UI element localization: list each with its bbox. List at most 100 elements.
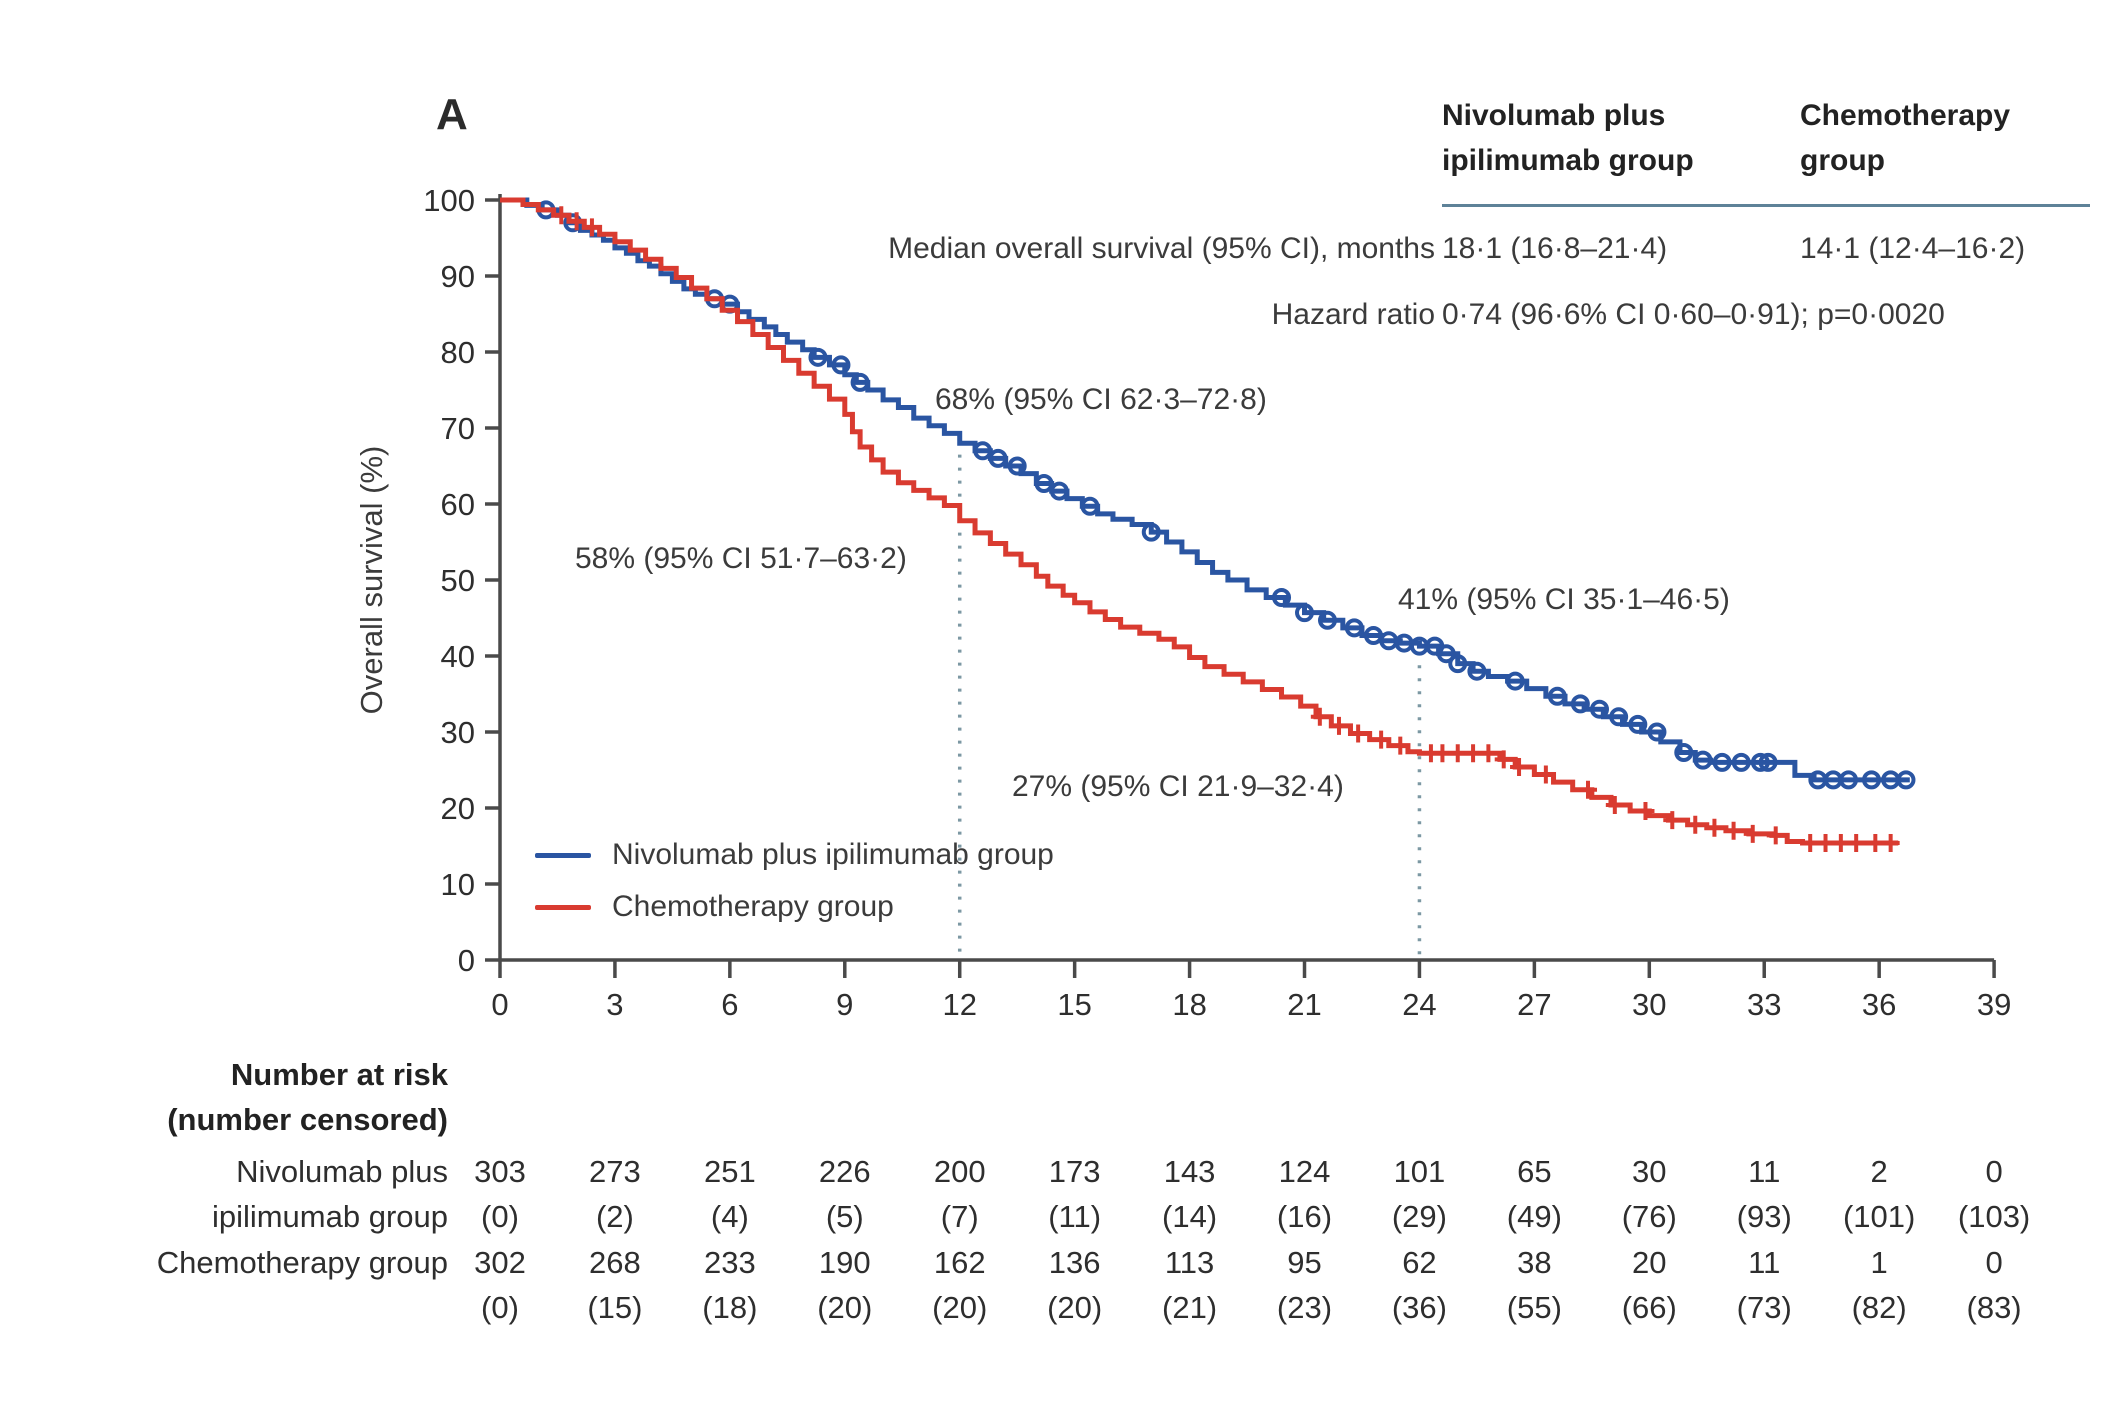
risk-cell: (0): [481, 1199, 519, 1234]
censor-mark-circle: [1034, 473, 1054, 493]
risk-cell: (93): [1736, 1199, 1792, 1234]
censor-mark-circle: [1647, 722, 1667, 742]
censor-mark-circle: [1436, 644, 1456, 664]
risk-cell: (16): [1276, 1199, 1333, 1234]
risk-cell: (49): [1506, 1199, 1562, 1234]
risk-cell: (101): [1842, 1199, 1916, 1234]
x-tick-label: 0: [491, 987, 508, 1022]
censor-mark-circle: [1467, 661, 1487, 681]
censor-mark-plus: [1310, 707, 1329, 726]
risk-cell: (82): [1851, 1290, 1907, 1325]
y-tick-label: 0: [458, 943, 475, 978]
risk-cell: (21): [1162, 1290, 1218, 1325]
censor-mark-plus: [1536, 765, 1555, 784]
censor-mark-circle: [831, 355, 851, 375]
censor-mark-circle: [1896, 770, 1916, 790]
censor-mark-plus: [1464, 744, 1483, 763]
censor-mark-circle: [1505, 671, 1525, 691]
risk-table-header-line1: Number at risk: [230, 1057, 448, 1092]
censor-mark-plus: [1372, 730, 1391, 749]
censor-mark-plus: [1801, 833, 1820, 852]
censor-mark-circle: [1344, 618, 1364, 638]
censor-mark-circle: [1272, 587, 1292, 607]
risk-cell: 173: [1048, 1154, 1101, 1189]
risk-cell: (83): [1966, 1290, 2022, 1325]
censor-mark-plus: [552, 206, 571, 225]
risk-cell: 303: [474, 1154, 526, 1189]
y-tick-label: 10: [441, 867, 475, 902]
risk-cell: 200: [933, 1154, 986, 1189]
risk-row-label-chemotherapy: Chemotherapy group: [156, 1245, 448, 1280]
risk-cell: 233: [703, 1245, 756, 1280]
censor-mark-plus: [1605, 795, 1624, 814]
legend-swatch-nivolumab: [535, 853, 591, 858]
risk-cell: (15): [587, 1290, 643, 1325]
censor-mark-plus: [1866, 833, 1885, 852]
censor-mark-circle: [1674, 743, 1694, 763]
censor-mark-circle: [1628, 714, 1648, 734]
censor-mark-circle: [973, 441, 993, 461]
risk-cell: (5): [825, 1199, 864, 1234]
censor-mark-circle: [1750, 752, 1770, 772]
censor-mark-plus: [1766, 826, 1785, 845]
y-tick-label: 70: [441, 411, 475, 446]
y-tick-label: 90: [441, 259, 475, 294]
y-tick-label: 40: [441, 639, 475, 674]
risk-cell: (23): [1276, 1290, 1333, 1325]
risk-cell: 20: [1632, 1245, 1667, 1280]
x-tick-label: 6: [721, 987, 738, 1022]
censor-mark-circle: [1547, 686, 1567, 706]
landmark-24mo-nivolumab-annotation: 41% (95% CI 35·1–46·5): [1398, 583, 1730, 616]
censor-mark-plus: [1831, 833, 1850, 852]
censor-mark-plus: [1494, 750, 1513, 769]
censor-mark-plus: [1881, 833, 1900, 852]
legend-label-nivolumab: Nivolumab plus ipilimumab group: [612, 838, 1054, 871]
risk-cell: 1: [1870, 1245, 1888, 1280]
censor-mark-plus: [1479, 744, 1498, 763]
censor-mark-plus: [1724, 821, 1743, 840]
risk-cell: 268: [589, 1245, 641, 1280]
risk-cell: (11): [1048, 1199, 1102, 1234]
hazard-ratio-label: Hazard ratio: [1271, 298, 1435, 331]
censor-mark-circle: [850, 372, 870, 392]
risk-cell: 38: [1517, 1245, 1552, 1280]
risk-cell: (14): [1162, 1199, 1218, 1234]
risk-cell: 302: [474, 1245, 526, 1280]
stats-col-header-nivolumab: Nivolumab plus ipilimumab group: [1442, 99, 1694, 177]
x-tick-label: 36: [1862, 987, 1896, 1022]
risk-row-label-nivolumab-line1: Nivolumab plus: [236, 1154, 448, 1189]
risk-cell: 2: [1870, 1154, 1888, 1189]
risk-cell: (55): [1506, 1290, 1562, 1325]
risk-cell: 11: [1748, 1154, 1781, 1189]
legend-swatch-chemotherapy: [535, 905, 591, 910]
x-tick-label: 33: [1747, 987, 1781, 1022]
risk-cell: 143: [1163, 1154, 1216, 1189]
censor-mark-circle: [1609, 707, 1629, 727]
censor-mark-circle: [1317, 610, 1337, 630]
risk-cell: 95: [1287, 1245, 1322, 1280]
risk-cell: (20): [1047, 1290, 1103, 1325]
landmark-24mo-chemotherapy-annotation: 27% (95% CI 21·9–32·4): [1012, 770, 1344, 803]
risk-cell: 136: [1048, 1245, 1101, 1280]
y-tick-label: 60: [441, 487, 475, 522]
y-tick-label: 80: [441, 335, 475, 370]
censor-mark-circle: [1731, 752, 1751, 772]
censor-mark-circle: [1448, 654, 1468, 674]
median-os-row-label: Median overall survival (95% CI), months: [888, 232, 1435, 265]
risk-cell: (103): [1957, 1199, 2031, 1234]
x-tick-label: 3: [606, 987, 623, 1022]
y-tick-label: 50: [441, 563, 475, 598]
risk-cell: (76): [1621, 1199, 1677, 1234]
risk-cell: (7): [940, 1199, 979, 1234]
risk-cell: 273: [589, 1154, 641, 1189]
risk-cell: 113: [1164, 1245, 1215, 1280]
risk-cell: 11: [1748, 1245, 1781, 1280]
censor-mark-circle: [1570, 694, 1590, 714]
censor-mark-plus: [1579, 780, 1597, 799]
risk-cell: (20): [817, 1290, 873, 1325]
legend-label-chemotherapy: Chemotherapy group: [612, 890, 894, 923]
risk-row-label-nivolumab-line2: ipilimumab group: [211, 1199, 448, 1234]
censor-mark-plus: [1847, 833, 1866, 852]
